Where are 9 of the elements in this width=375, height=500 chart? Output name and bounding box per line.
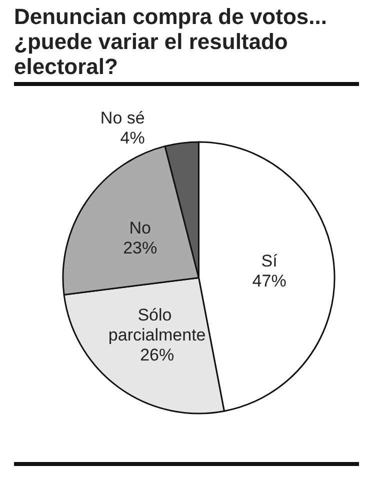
data-label: 23% bbox=[123, 238, 158, 258]
data-label: 47% bbox=[252, 272, 286, 291]
slice-label: No sé bbox=[100, 108, 145, 128]
slice-label: Sí bbox=[261, 252, 278, 271]
slice-label: No bbox=[129, 218, 151, 238]
data-label: 4% bbox=[120, 128, 145, 148]
data-label: 26% bbox=[140, 346, 174, 365]
slice-label: Sólo parcialmente bbox=[108, 306, 206, 345]
chart-title: Denuncian compra de votos... ¿puede variar el resultado electoral? bbox=[14, 4, 328, 79]
